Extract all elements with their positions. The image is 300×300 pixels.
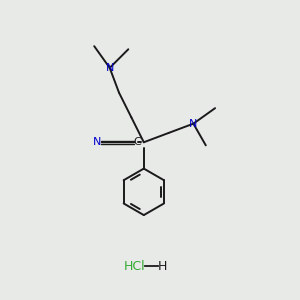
- Text: N: N: [189, 119, 198, 129]
- Text: C: C: [134, 137, 142, 147]
- Text: H: H: [158, 260, 167, 273]
- Text: N: N: [93, 137, 101, 147]
- Text: HCl: HCl: [124, 260, 145, 273]
- Text: N: N: [106, 63, 114, 73]
